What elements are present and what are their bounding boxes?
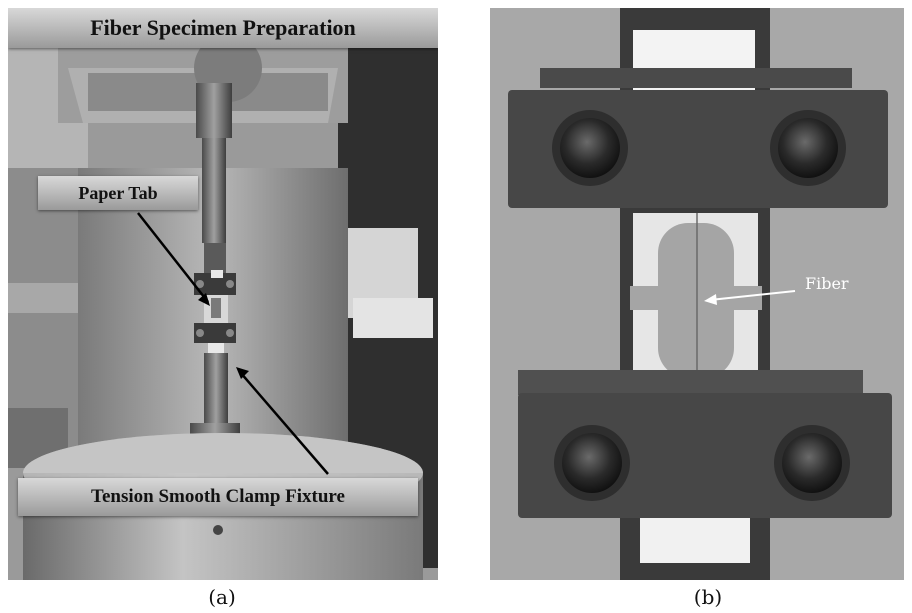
paper-tab-label: Paper Tab xyxy=(38,176,198,210)
figure-title-banner: Fiber Specimen Preparation xyxy=(8,8,438,48)
caption-b: (b) xyxy=(693,585,723,609)
photo-panel-a: Fiber Specimen Preparation Paper Tab Ten… xyxy=(8,8,438,580)
caption-a: (a) xyxy=(208,585,236,609)
photo-panel-b: Fiber xyxy=(490,8,904,580)
clamp-fixture-label: Tension Smooth Clamp Fixture xyxy=(18,478,418,516)
fiber-label: Fiber xyxy=(805,274,849,293)
grip-closeup-photo xyxy=(490,8,904,580)
